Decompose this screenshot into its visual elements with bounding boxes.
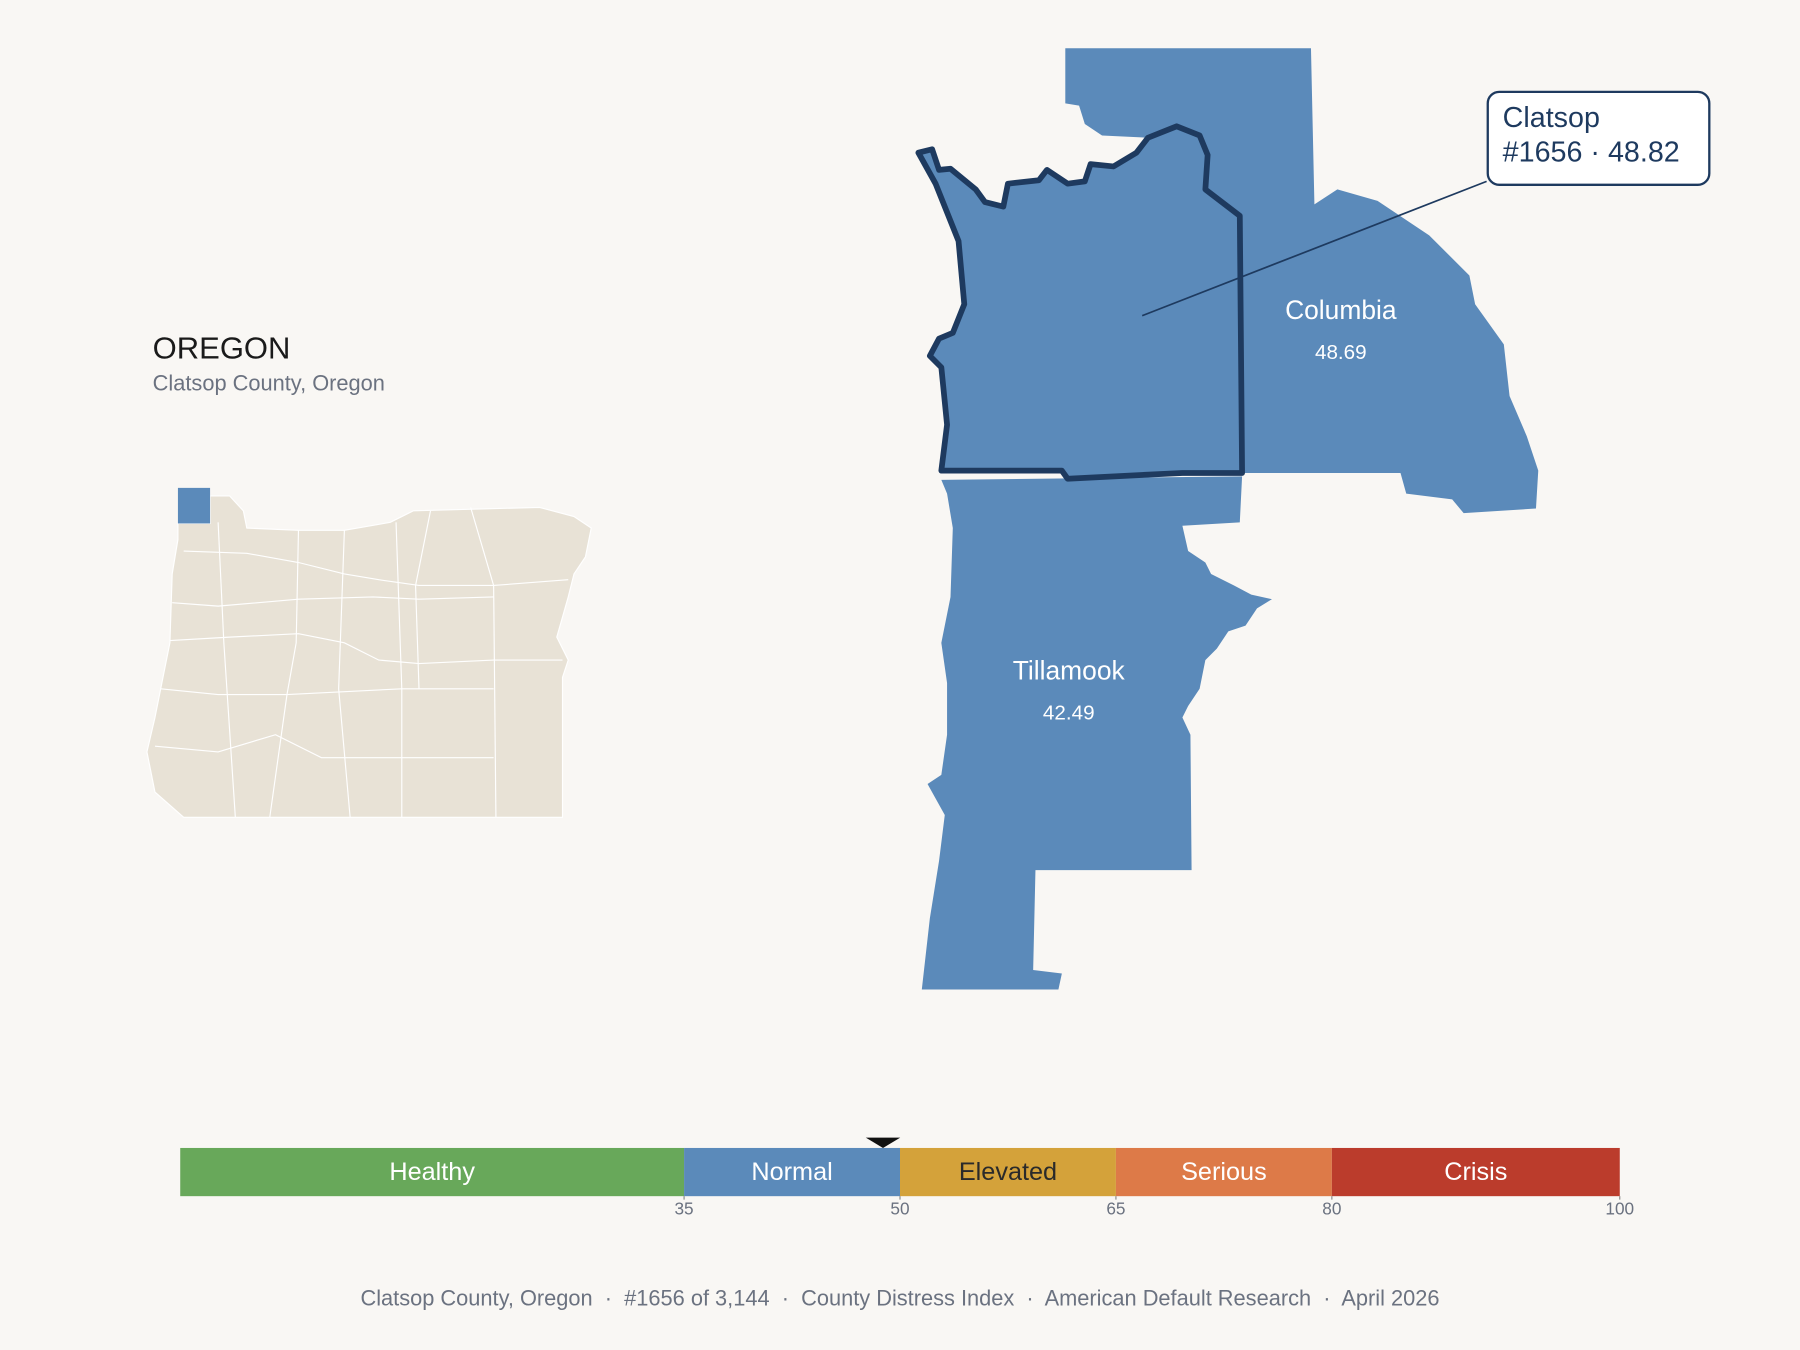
distress-scale: Healthy Normal Elevated Serious Crisis 35 50 65…	[180, 1137, 1634, 1218]
county-score: 48.69	[1315, 341, 1367, 364]
scale-marker	[865, 1137, 901, 1148]
footer: Clatsop County, Oregon · #1656 of 3,144 …	[360, 1285, 1439, 1310]
county-label: Columbia	[1285, 295, 1397, 325]
scale-tick-label: 35	[674, 1198, 693, 1218]
scale-band	[684, 1147, 900, 1197]
scale-band-label: Crisis	[1444, 1158, 1507, 1186]
callout-box	[1486, 90, 1711, 186]
scale-band	[1331, 1147, 1620, 1197]
state-minimap	[146, 487, 592, 818]
scale-tick-label: 65	[1106, 1198, 1125, 1218]
county-lines	[154, 507, 569, 818]
scale-tick-label: 100	[1605, 1198, 1634, 1218]
county-columbia[interactable]	[1065, 48, 1539, 514]
scale-band-label: Elevated	[959, 1158, 1057, 1186]
state-outline	[146, 495, 592, 818]
county-map: Clatsop #1656 · 48.82 Columbia 48.69 Til…	[915, 48, 1711, 990]
county-tillamook[interactable]	[921, 476, 1272, 990]
state-title: OREGON	[153, 330, 291, 365]
scale-band	[900, 1147, 1116, 1197]
selected-county	[177, 487, 211, 524]
leader-line	[1141, 180, 1487, 317]
scale-tick-label: 50	[890, 1198, 909, 1218]
county-label: Tillamook	[1013, 656, 1126, 686]
scale-band-label: Serious	[1181, 1158, 1267, 1186]
scale-tick-label: 80	[1322, 1198, 1341, 1218]
scale-band-label: Healthy	[389, 1158, 475, 1186]
scale-band	[180, 1147, 685, 1197]
callout-rank-score: #1656 · 48.82	[1503, 136, 1680, 168]
county-clatsop[interactable]	[915, 123, 1245, 482]
county-score: 42.49	[1043, 701, 1095, 724]
state-subtitle: Clatsop County, Oregon	[153, 370, 385, 395]
scale-band	[1115, 1147, 1332, 1197]
scale-band-label: Normal	[751, 1158, 832, 1186]
callout-name: Clatsop	[1503, 102, 1600, 134]
